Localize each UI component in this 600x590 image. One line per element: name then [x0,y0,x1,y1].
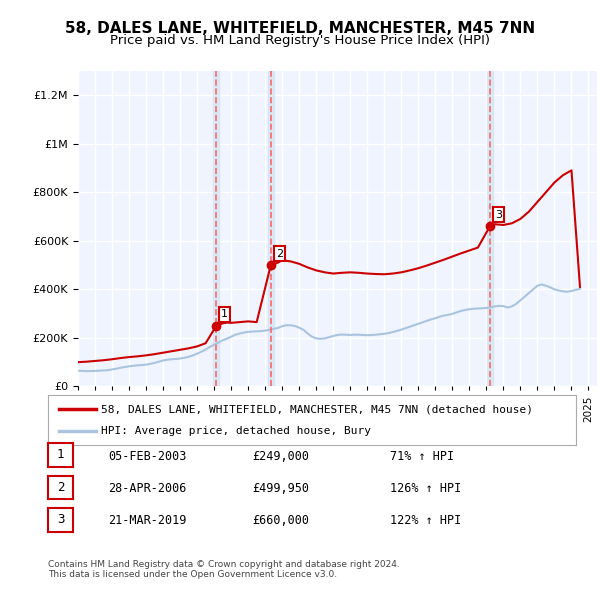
Bar [487,71,493,386]
Text: 28-APR-2006: 28-APR-2006 [108,482,187,495]
Text: £499,950: £499,950 [252,482,309,495]
Text: 58, DALES LANE, WHITEFIELD, MANCHESTER, M45 7NN: 58, DALES LANE, WHITEFIELD, MANCHESTER, … [65,21,535,35]
Text: 1: 1 [221,310,228,320]
Text: £249,000: £249,000 [252,450,309,463]
Text: 126% ↑ HPI: 126% ↑ HPI [390,482,461,495]
Text: 3: 3 [495,209,502,219]
Text: 1: 1 [57,448,64,461]
Text: Price paid vs. HM Land Registry's House Price Index (HPI): Price paid vs. HM Land Registry's House … [110,34,490,47]
Text: HPI: Average price, detached house, Bury: HPI: Average price, detached house, Bury [101,427,371,437]
Text: 2: 2 [57,481,64,494]
Bar [268,71,274,386]
Text: 71% ↑ HPI: 71% ↑ HPI [390,450,454,463]
Text: 3: 3 [57,513,64,526]
Text: £660,000: £660,000 [252,514,309,527]
Text: 2: 2 [276,248,283,258]
Text: 05-FEB-2003: 05-FEB-2003 [108,450,187,463]
Text: 122% ↑ HPI: 122% ↑ HPI [390,514,461,527]
Bar [212,71,219,386]
Text: 21-MAR-2019: 21-MAR-2019 [108,514,187,527]
Text: 58, DALES LANE, WHITEFIELD, MANCHESTER, M45 7NN (detached house): 58, DALES LANE, WHITEFIELD, MANCHESTER, … [101,404,533,414]
Text: Contains HM Land Registry data © Crown copyright and database right 2024.
This d: Contains HM Land Registry data © Crown c… [48,560,400,579]
